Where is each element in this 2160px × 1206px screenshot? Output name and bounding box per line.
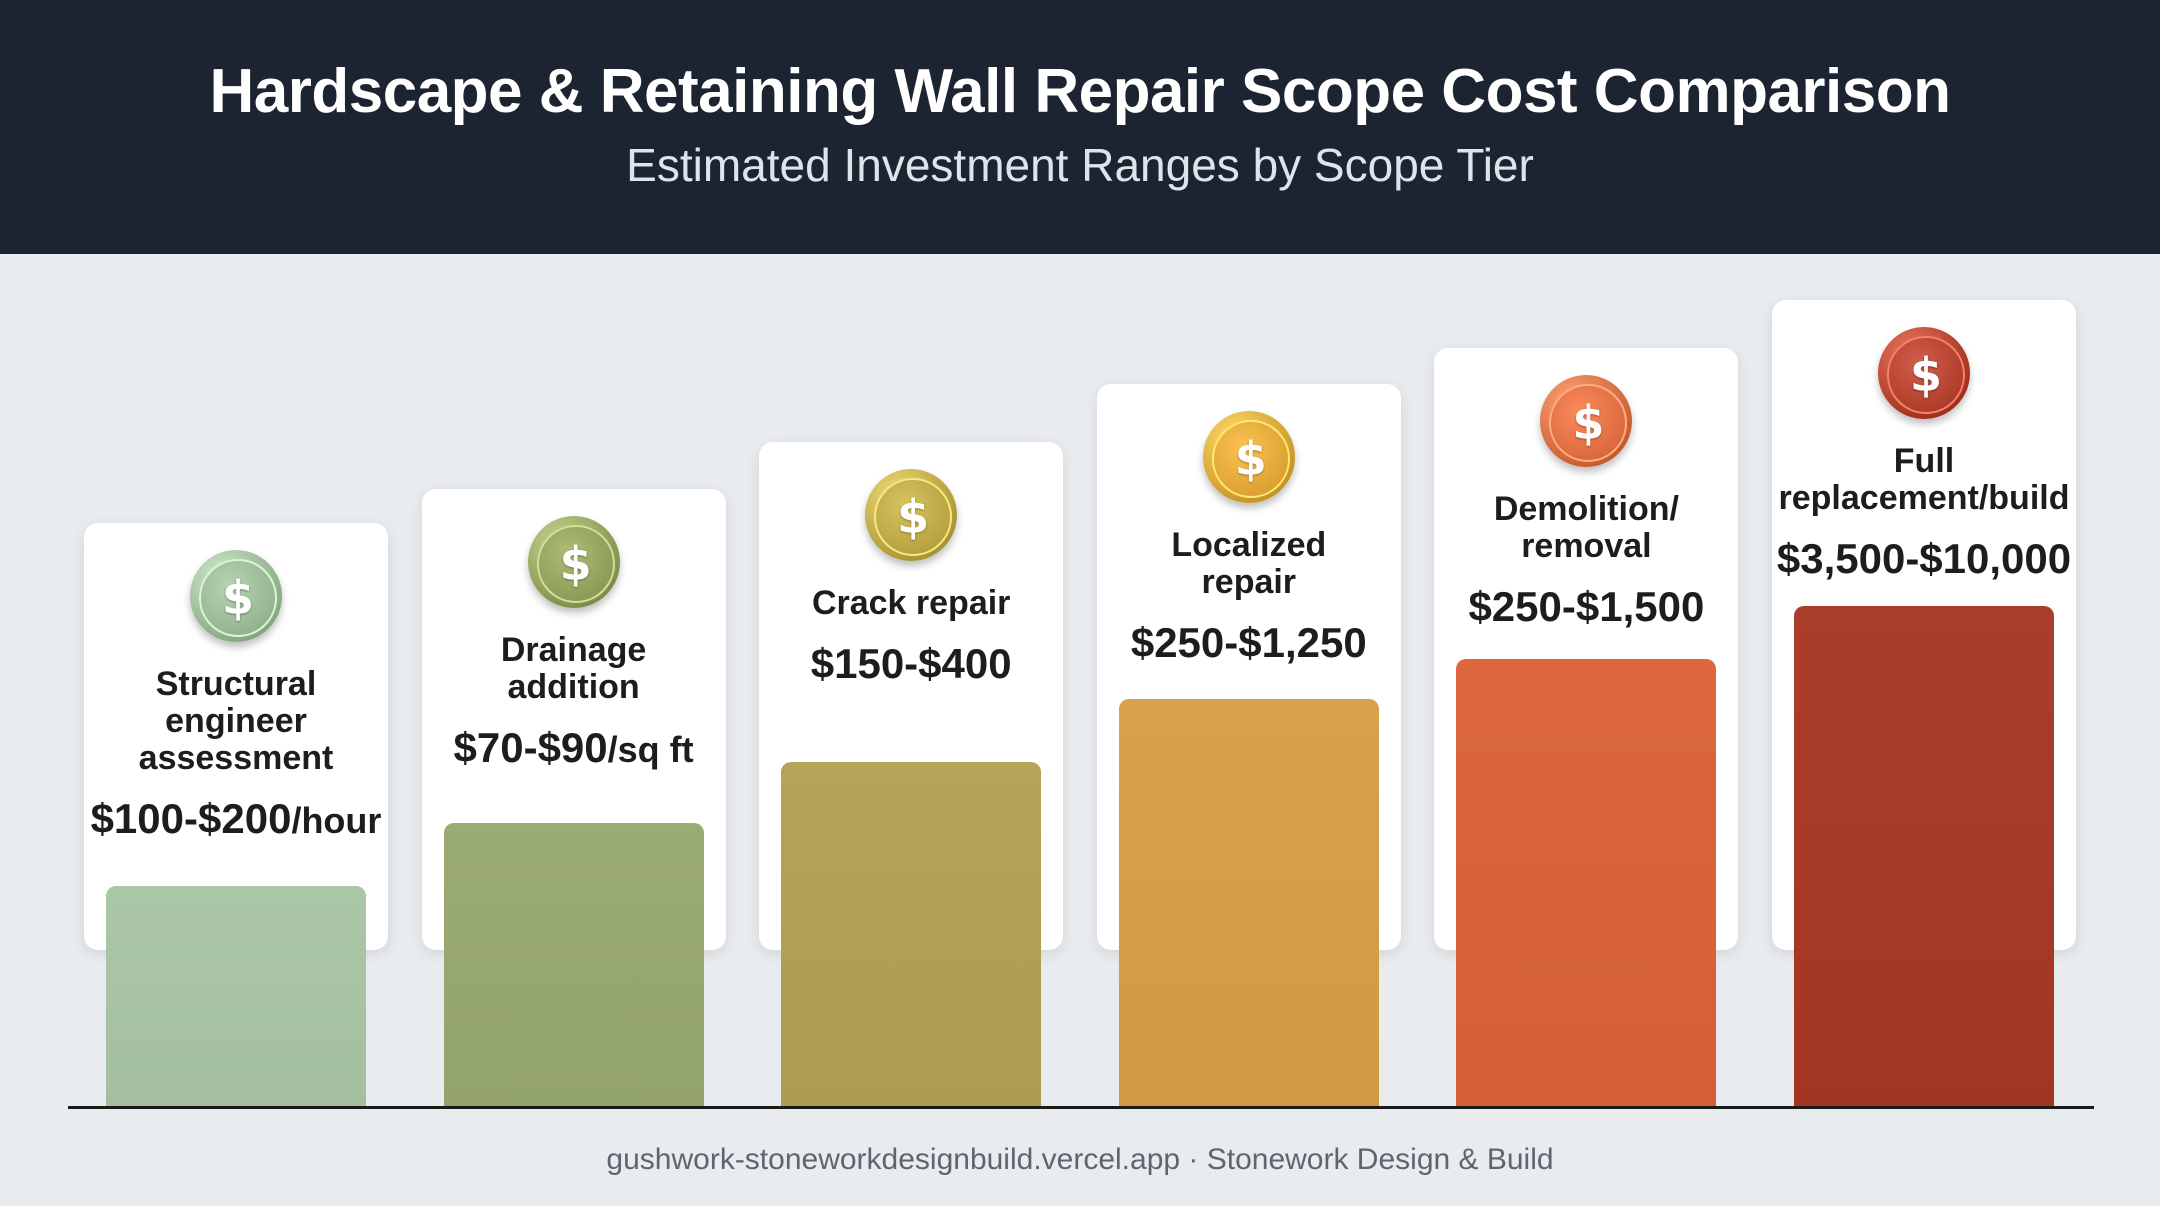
tier-range-value: $70-$90 — [453, 724, 608, 771]
tier-label-line: assessment — [138, 739, 334, 777]
chart-baseline — [68, 1106, 2094, 1109]
tier-range-label: $250-$1,500 — [1426, 583, 1746, 631]
tier-range-unit: /hour — [291, 800, 382, 841]
tier-label-line: addition — [507, 668, 640, 706]
bar — [1794, 606, 2054, 1106]
tier-label-line: engineer — [165, 702, 307, 740]
tier-label: Structural engineer assessment — [86, 666, 386, 777]
tier-label: Localized repair — [1099, 527, 1399, 601]
tier-range-value: $150-$400 — [810, 640, 1012, 687]
dollar-coin-icon: $ — [1540, 375, 1633, 467]
tier-label: Demolition/removal — [1436, 491, 1736, 565]
dollar-coin-icon: $ — [865, 469, 958, 561]
tier-range-label: $250-$1,250 — [1089, 619, 1409, 667]
bar — [781, 762, 1042, 1106]
tier-label-line: replacement/build — [1778, 479, 2070, 517]
tier-range-unit: /sq ft — [607, 729, 694, 770]
header-banner: Hardscape & Retaining Wall Repair Scope … — [0, 0, 2160, 254]
tier-label-line: Crack repair — [811, 584, 1011, 622]
tier-label-line: Demolition/ — [1493, 490, 1679, 528]
tier-label-line: Drainage — [500, 631, 647, 669]
bar — [1456, 659, 1717, 1106]
tier-range-label: $3,500-$10,000 — [1764, 535, 2084, 583]
tier-label-line: removal — [1521, 527, 1652, 565]
bar — [106, 886, 366, 1106]
tier-label: Full replacement/build — [1774, 443, 2074, 517]
tier-label-line: Full — [1893, 442, 1955, 480]
chart-title: Hardscape & Retaining Wall Repair Scope … — [209, 57, 1951, 126]
chart-subtitle: Estimated Investment Ranges by Scope Tie… — [626, 139, 1534, 191]
tier-range-value: $100-$200 — [90, 795, 292, 842]
tier-range-label: $150-$400 — [751, 640, 1071, 688]
tier-label-line: Structural — [155, 665, 317, 703]
tier-label: Drainage addition — [424, 632, 724, 706]
tier-range-value: $250-$1,250 — [1130, 619, 1367, 666]
footer-source: gushwork-stoneworkdesignbuild.vercel.app… — [606, 1143, 1554, 1176]
tier-range-value: $3,500-$10,000 — [1776, 535, 2072, 582]
dollar-coin-icon: $ — [1202, 411, 1295, 503]
tier-range-value: $250-$1,500 — [1468, 583, 1705, 630]
tier-label-line: Localized — [1171, 526, 1327, 564]
bar — [443, 823, 704, 1106]
dollar-coin-icon: $ — [1878, 327, 1970, 419]
bar — [1118, 699, 1379, 1106]
tier-range-label: $100-$200/hour — [76, 795, 396, 843]
dollar-coin-icon: $ — [527, 516, 620, 608]
tier-label: Crack repair — [761, 585, 1061, 622]
dollar-coin-icon: $ — [190, 550, 282, 642]
tier-label-line: repair — [1201, 563, 1297, 601]
tier-range-label: $70-$90/sq ft — [414, 724, 734, 772]
